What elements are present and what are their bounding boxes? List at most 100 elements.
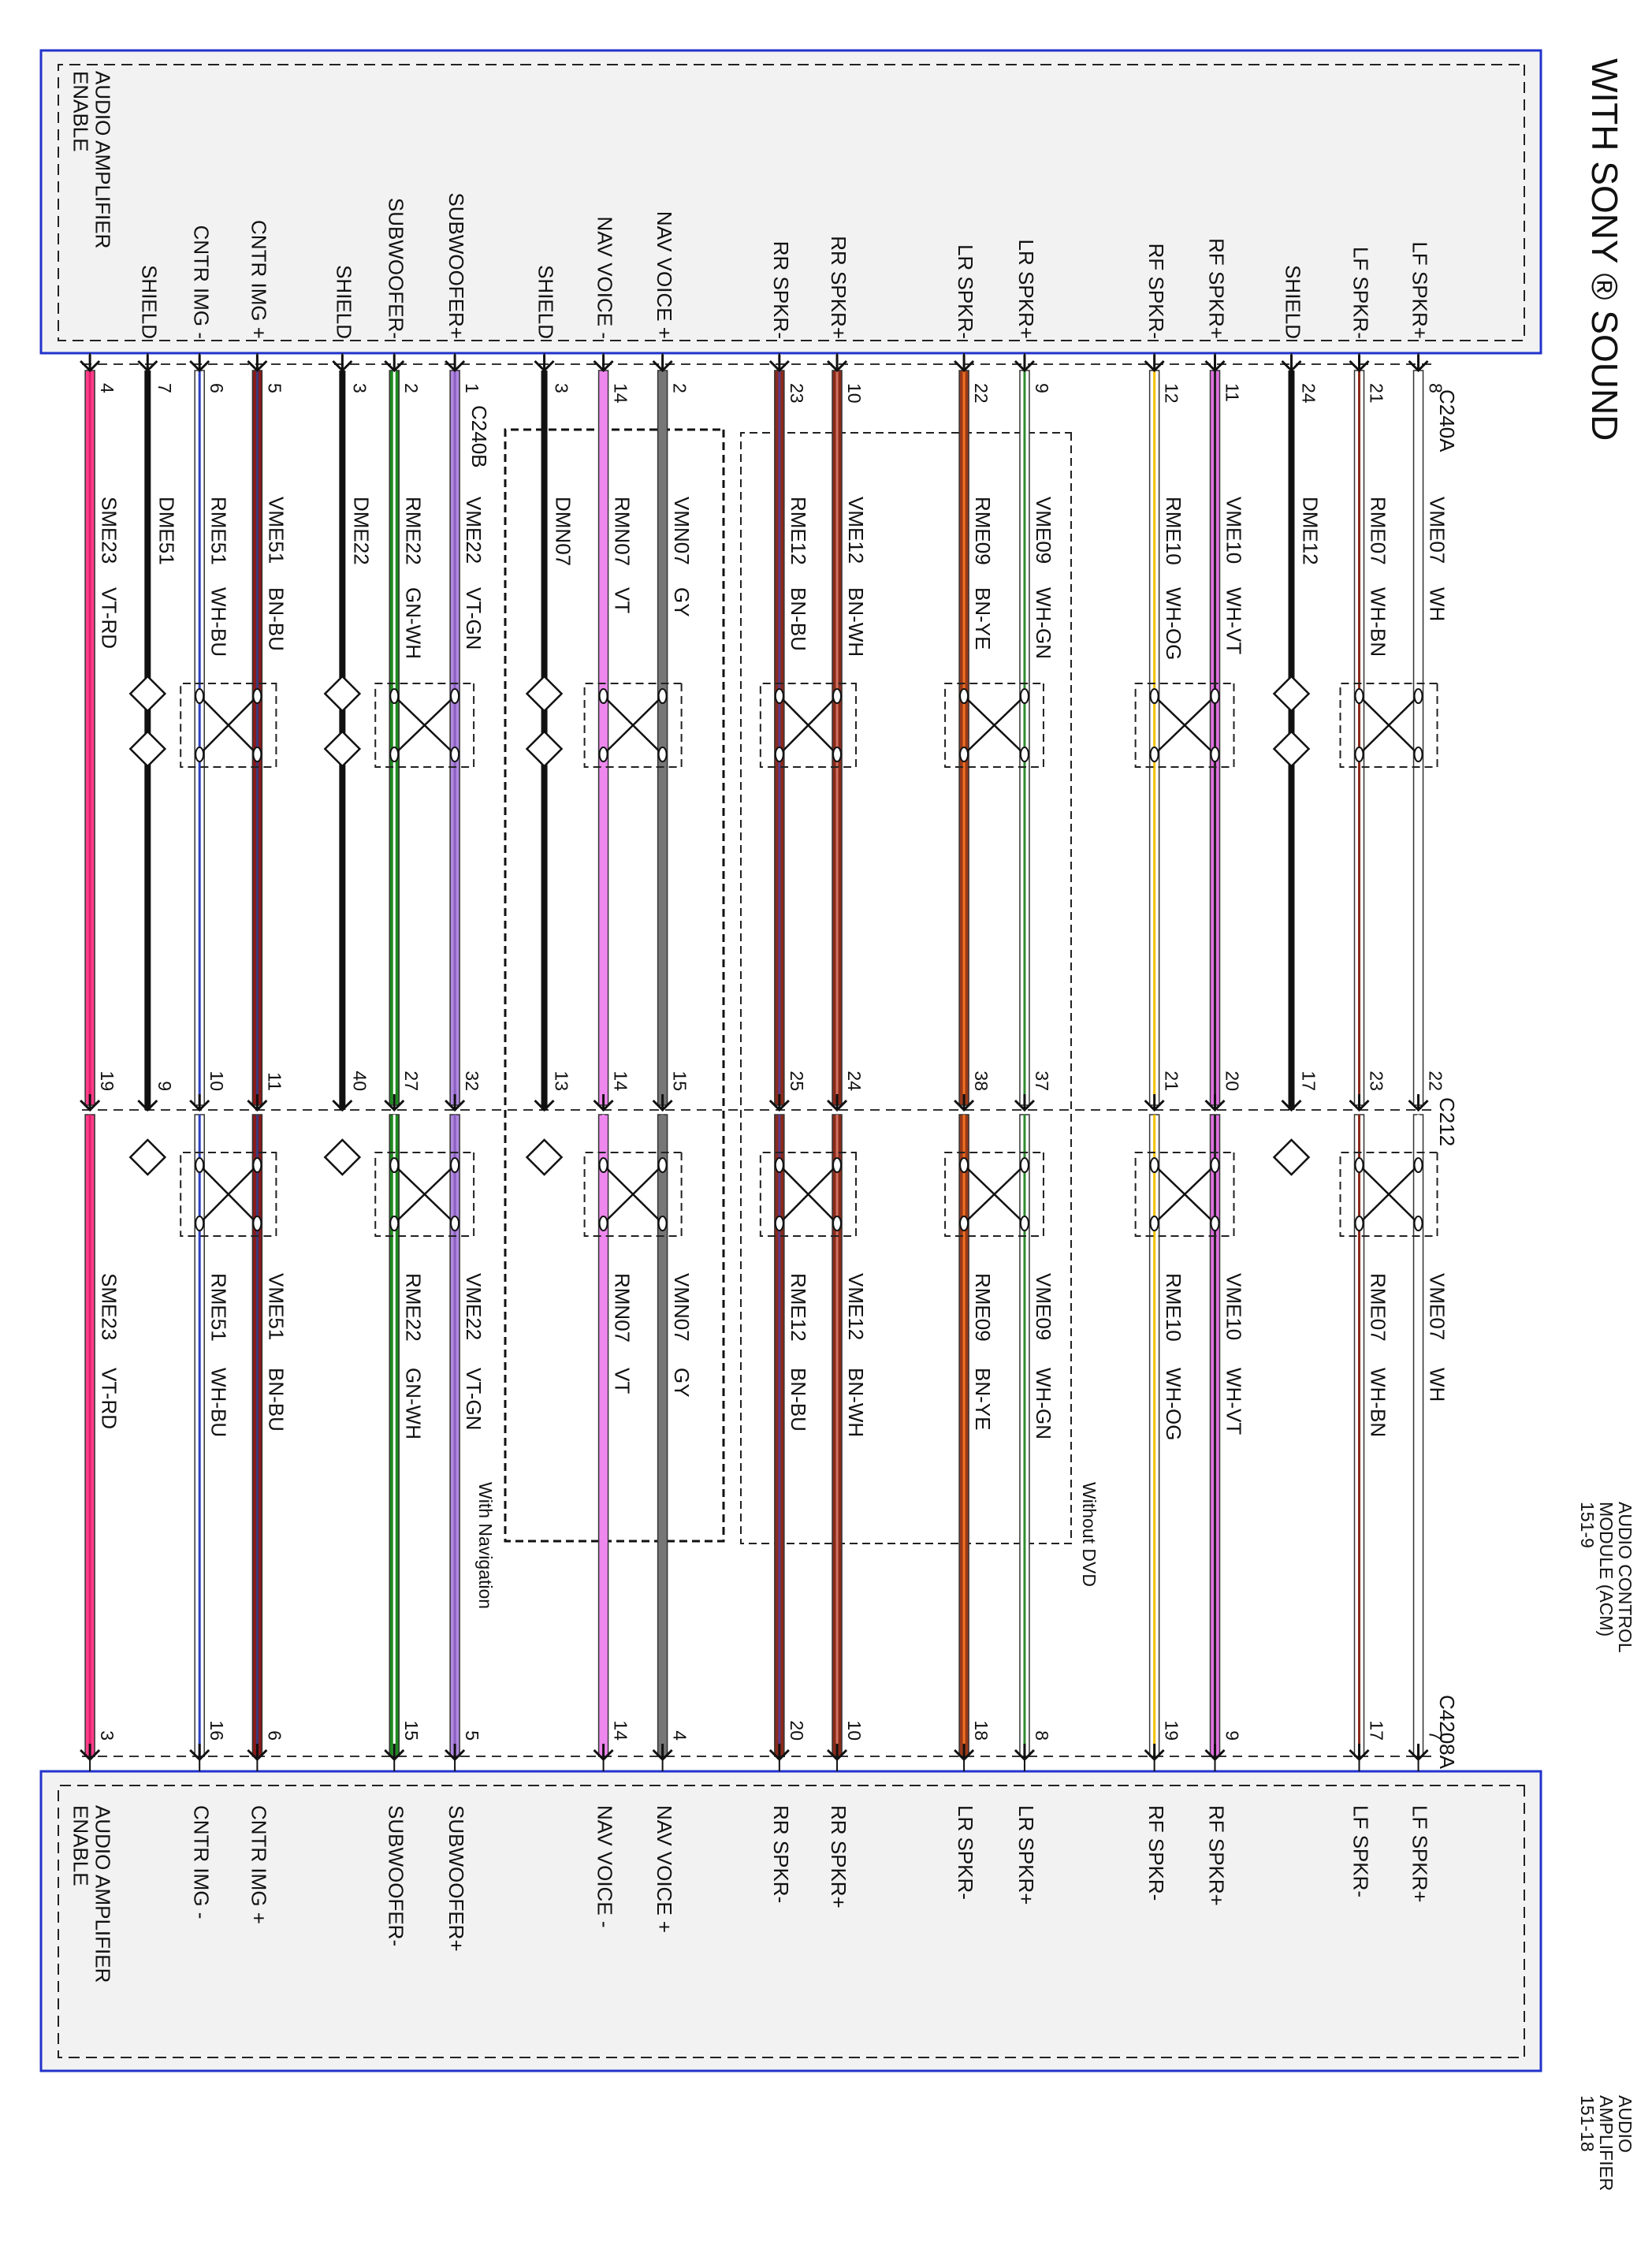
twist-box bbox=[1134, 683, 1235, 768]
wire-color: GN-WH bbox=[401, 1368, 425, 1439]
twist-end bbox=[598, 1157, 608, 1173]
note: Without DVD bbox=[1079, 1482, 1099, 1587]
circuit-id: DME51 bbox=[154, 497, 178, 565]
pin-number: 14 bbox=[611, 1720, 631, 1741]
left-pin-label: SUBWOOFER- bbox=[384, 198, 407, 339]
wire-color: VT bbox=[611, 587, 634, 613]
pin-number: 21 bbox=[1162, 1071, 1182, 1091]
circuit-id: VME09 bbox=[1032, 1273, 1055, 1340]
twist-box bbox=[374, 1152, 475, 1237]
twist-end bbox=[774, 747, 784, 762]
pin-number: 14 bbox=[611, 1071, 631, 1091]
circuit-id: RMN07 bbox=[611, 1273, 634, 1342]
twist-box bbox=[1339, 683, 1438, 768]
twist-end bbox=[598, 1216, 608, 1231]
circuit-id: RME09 bbox=[971, 497, 995, 565]
wire-color: WH-VT bbox=[1222, 587, 1246, 654]
pin-terminal bbox=[1408, 1744, 1429, 1762]
twist-end bbox=[774, 1216, 784, 1231]
twist-end bbox=[832, 1157, 843, 1173]
wire-color: GY bbox=[670, 587, 694, 617]
twist bbox=[1358, 695, 1419, 755]
twist bbox=[778, 695, 838, 755]
twist bbox=[199, 695, 259, 755]
pin-terminal bbox=[652, 355, 673, 373]
twist-box bbox=[583, 1152, 683, 1237]
twist-box bbox=[180, 1152, 277, 1237]
twist-end bbox=[450, 688, 460, 704]
twist-end bbox=[832, 1216, 843, 1231]
twist-box bbox=[1339, 1152, 1438, 1237]
left-pin-label: SUBWOOFER+ bbox=[445, 192, 468, 339]
pin-number: 9 bbox=[154, 1081, 175, 1091]
twist-end bbox=[252, 688, 262, 704]
twist bbox=[963, 695, 1025, 755]
pin-terminal bbox=[247, 1094, 268, 1112]
shield-drain bbox=[1272, 1138, 1311, 1176]
connector-label: C240B bbox=[467, 405, 491, 468]
connector-label: C4208A bbox=[1435, 1695, 1459, 1770]
twist-end bbox=[1413, 747, 1423, 762]
wire-color: GN-WH bbox=[401, 587, 425, 659]
left-pin-label: LR SPKR- bbox=[954, 244, 977, 339]
pin-number: 20 bbox=[787, 1720, 807, 1741]
right-pin-label: CNTR IMG + bbox=[247, 1805, 271, 1924]
circuit-id: RME12 bbox=[787, 1273, 810, 1342]
right-pin-label: NAV VOICE - bbox=[593, 1805, 617, 1928]
pin-terminal bbox=[954, 1744, 975, 1762]
circuit-id: VME09 bbox=[1032, 497, 1055, 564]
right-pin-label: LR SPKR- bbox=[954, 1805, 977, 1900]
pin-number: 27 bbox=[401, 1071, 422, 1091]
circuit-id: RME07 bbox=[1367, 1273, 1390, 1342]
pin-terminal bbox=[593, 1094, 614, 1112]
twist-box bbox=[944, 683, 1044, 768]
pin-terminal bbox=[826, 355, 848, 373]
pin-number: 3 bbox=[551, 383, 571, 393]
left-pin-label: RR SPKR- bbox=[769, 241, 793, 339]
wire-color: BN-BU bbox=[787, 1368, 810, 1432]
circuit-id: SME23 bbox=[97, 1273, 121, 1340]
wire-color: WH bbox=[1426, 1368, 1449, 1402]
twist-end bbox=[195, 1216, 205, 1231]
left-pin-label: CNTR IMG - bbox=[189, 225, 213, 339]
circuit-id: RME22 bbox=[401, 497, 425, 565]
twist bbox=[778, 1164, 838, 1224]
twist-end bbox=[1019, 1157, 1029, 1173]
pin-terminal bbox=[80, 355, 101, 373]
left-pin-label: SHIELD bbox=[137, 265, 161, 339]
pin-terminal bbox=[189, 1094, 210, 1112]
pin-number: 8 bbox=[1425, 383, 1446, 393]
twist-end bbox=[1354, 688, 1364, 704]
left-pin-label: CNTR IMG + bbox=[247, 220, 271, 339]
twist-end bbox=[252, 1216, 262, 1231]
right-pin-label: SUBWOOFER- bbox=[384, 1805, 407, 1946]
shield-drain bbox=[128, 1138, 167, 1176]
twist-end bbox=[450, 747, 460, 762]
twist-end bbox=[1019, 1216, 1029, 1231]
pin-terminal bbox=[137, 1094, 158, 1112]
shield-drain bbox=[128, 675, 167, 713]
pin-number: 16 bbox=[206, 1720, 227, 1741]
shield-drain bbox=[1272, 730, 1311, 768]
pin-terminal bbox=[1349, 355, 1370, 373]
pin-terminal bbox=[826, 1094, 848, 1112]
circuit-id: RME22 bbox=[401, 1273, 425, 1342]
twist bbox=[1358, 1164, 1419, 1224]
pin-number: 13 bbox=[551, 1071, 571, 1091]
wire-color: GY bbox=[670, 1368, 694, 1398]
left-pin-label: SHIELD bbox=[1282, 265, 1305, 339]
wire-color: WH-OG bbox=[1162, 1368, 1185, 1440]
circuit-id: SME23 bbox=[97, 497, 121, 564]
pin-terminal bbox=[954, 355, 975, 373]
acm-label: MODULE (ACM) bbox=[1596, 1502, 1617, 1637]
wire-color: WH bbox=[1426, 587, 1449, 621]
diagram-title: WITH SONY ® SOUND bbox=[1584, 58, 1625, 441]
twist-end bbox=[1019, 747, 1029, 762]
circuit-id: DME22 bbox=[349, 497, 373, 565]
twist-end bbox=[657, 747, 668, 762]
pin-number: 25 bbox=[787, 1071, 807, 1091]
twist-end bbox=[959, 1157, 969, 1173]
twist-end bbox=[1149, 1157, 1159, 1173]
twist-end bbox=[1413, 1216, 1423, 1231]
pin-terminal bbox=[768, 355, 790, 373]
